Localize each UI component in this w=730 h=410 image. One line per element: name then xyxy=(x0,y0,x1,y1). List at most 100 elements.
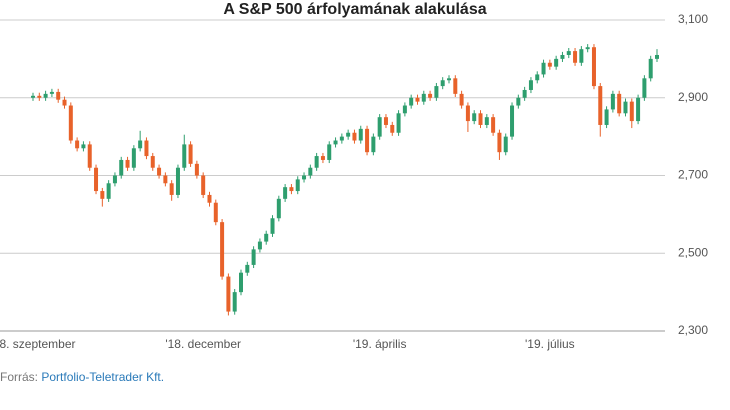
candle-body xyxy=(182,144,187,168)
candle-body xyxy=(138,140,143,149)
candle-body xyxy=(220,222,225,277)
candle-body xyxy=(510,105,515,137)
candle-body xyxy=(623,101,628,114)
candle-body xyxy=(226,276,231,312)
candle-body xyxy=(264,233,269,242)
source-link[interactable]: Portfolio-Teletrader Kft. xyxy=(41,370,165,384)
candle-body xyxy=(276,198,281,219)
candle-body xyxy=(579,49,584,63)
candle-body xyxy=(339,136,344,141)
candle-body xyxy=(610,93,615,110)
candle-body xyxy=(459,93,464,106)
candle-body xyxy=(648,58,653,79)
candle-body xyxy=(352,132,357,141)
candle-body xyxy=(472,113,477,122)
candle-body xyxy=(604,109,609,125)
candle-body xyxy=(81,144,86,149)
candle-body xyxy=(409,97,414,106)
candle-body xyxy=(270,218,275,234)
candle-body xyxy=(535,74,540,81)
candle-body xyxy=(169,183,174,195)
candle-body xyxy=(377,117,382,137)
candle-body xyxy=(112,175,117,184)
candle-body xyxy=(100,191,105,199)
candle-body xyxy=(119,159,124,176)
candle-body xyxy=(346,132,351,137)
candle-body xyxy=(75,140,80,149)
candle-body xyxy=(94,167,99,192)
candle-body xyxy=(541,62,546,75)
candle-body xyxy=(106,183,111,199)
candle-body xyxy=(232,292,237,312)
candle-body xyxy=(125,159,130,168)
candle-body xyxy=(560,54,565,59)
candle-body xyxy=(239,272,243,293)
y-tick-label: 2,300 xyxy=(678,323,708,337)
candle-body xyxy=(591,47,596,87)
chart-title: A S&P 500 árfolyamának alakulása xyxy=(223,1,486,18)
candle-body xyxy=(257,241,262,250)
candle-body xyxy=(295,179,300,192)
candle-body xyxy=(491,117,496,133)
candle-body xyxy=(421,93,426,102)
x-tick-label: '19. július xyxy=(525,337,575,351)
candle-body xyxy=(308,167,313,176)
candle-body xyxy=(283,187,288,199)
chart: A S&P 500 árfolyamának alakulása 2,300 2,… xyxy=(0,1,708,351)
candle-body xyxy=(43,93,48,98)
candle-body xyxy=(428,93,433,98)
candle-body xyxy=(175,167,180,195)
candle-body xyxy=(447,78,451,81)
candle-body xyxy=(157,167,162,176)
candle-body xyxy=(163,175,168,184)
candle-body xyxy=(655,54,659,59)
candle-body xyxy=(31,95,35,98)
candle-body xyxy=(390,124,395,133)
x-tick-label: '18. szeptember xyxy=(0,337,76,351)
candle-body xyxy=(415,97,420,102)
candle-body xyxy=(245,264,250,273)
candle-body xyxy=(371,136,376,153)
candle-body xyxy=(566,51,571,55)
source-label: Forrás: xyxy=(0,370,39,384)
candle-body xyxy=(49,91,54,94)
candle-body xyxy=(194,163,199,176)
candle-body xyxy=(440,80,445,87)
y-tick-label: 3,100 xyxy=(678,12,708,26)
candle-body xyxy=(188,144,193,164)
candle-body xyxy=(554,58,559,67)
candle-body xyxy=(522,89,527,98)
candle-body xyxy=(68,105,73,141)
candle-body xyxy=(131,148,136,168)
candle-body xyxy=(617,93,622,114)
candle-body xyxy=(365,128,370,153)
candle-body xyxy=(516,97,521,106)
candle-body xyxy=(150,156,155,168)
candle-body xyxy=(484,117,489,125)
candle-body xyxy=(213,202,218,223)
candle-body xyxy=(573,51,578,63)
x-tick-label: '18. december xyxy=(165,337,241,351)
candle-body xyxy=(251,249,256,265)
candle-body xyxy=(37,95,42,98)
candle-body xyxy=(453,78,458,94)
candle-body xyxy=(327,144,332,160)
candle-body xyxy=(497,132,502,153)
candle-body xyxy=(333,140,338,145)
x-tick-label: '19. április xyxy=(353,337,407,351)
candle-body xyxy=(636,97,641,122)
candle-body xyxy=(62,99,67,106)
candle-body xyxy=(358,128,363,141)
candle-body xyxy=(598,86,603,125)
candle-body xyxy=(144,140,149,157)
candle-body xyxy=(320,156,325,160)
y-tick-label: 2,500 xyxy=(678,245,708,259)
candle-body xyxy=(503,136,508,153)
candle-body xyxy=(201,175,206,195)
candle-body xyxy=(642,78,647,98)
candle-body xyxy=(314,156,319,168)
candle-body xyxy=(629,101,634,122)
candle-body xyxy=(207,194,212,203)
candle-body xyxy=(396,113,401,133)
